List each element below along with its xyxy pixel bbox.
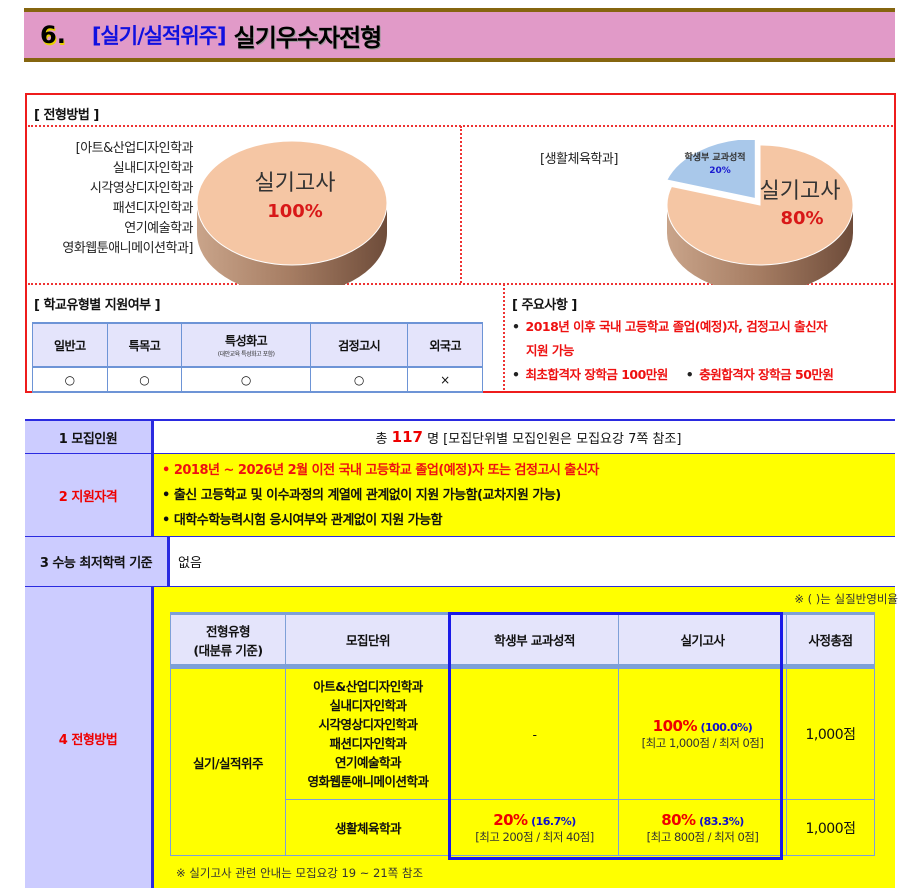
header-total: 사정총점 [786, 612, 875, 669]
department: 패션디자인학과 [112, 201, 194, 216]
department: 연기예술학과 [124, 221, 193, 236]
method-label: 4 전형방법 [25, 587, 154, 888]
notice-item: • 최초합격자 장학금 100만원 • 충원합격자 장학금 50만원 [512, 367, 834, 382]
recruit-units: 아트&산업디자인학과 실내디자인학과 시각영상디자인학과 패션디자인학과 연기예… [285, 666, 451, 800]
pie-value: 100% [267, 201, 323, 222]
school-type-table: 일반고 특목고 특성화고 (대안교육 특성화고 포함) 검정고시 외국고 ○ ○ … [32, 322, 483, 393]
school-type-header: 검정고시 [309, 322, 409, 368]
qualification-line: • 출신 고등학교 및 이수과정의 계열에 관계없이 지원 가능함(교차지원 가… [162, 487, 561, 503]
pie-label: 실기고사 [255, 171, 336, 196]
pie-slice [666, 140, 756, 200]
eligibility-mark: ○ [181, 366, 311, 393]
row-csat: 3 수능 최저학력 기준 없음 [25, 537, 895, 587]
pie-chart-left: 실기고사 100% [196, 140, 388, 285]
notices-list: • 2018년 이후 국내 고등학교 졸업(예정)자, 검정고시 출신자 지원 가… [512, 315, 892, 387]
department: 시각영상디자인학과 [89, 181, 194, 196]
header-practical: 실기고사 [618, 612, 787, 669]
pie-side [667, 205, 853, 285]
total-score: 1,000점 [786, 666, 875, 800]
footnote: ※ 실기고사 관련 안내는 모집요강 19 ~ 21쪽 참조 [176, 866, 424, 880]
ratio-note: ※ ( )는 실질반영비율 [794, 592, 898, 606]
csat-value: 없음 [178, 556, 202, 571]
divider [28, 283, 893, 285]
school-record-score: - [450, 666, 619, 800]
section-number: 6. [40, 21, 66, 49]
header-school-record: 학생부 교과성적 [450, 612, 619, 669]
school-type-header: 특성화고 (대안교육 특성화고 포함) [181, 322, 311, 368]
method-label: [ 전형방법 ] [34, 108, 99, 123]
department-list-right: [생활체육학과] [540, 150, 618, 170]
department: 영화웹툰애니메이션학과] [62, 241, 193, 256]
divider [460, 126, 462, 283]
header-type: 전형유형 (대분류 기준) [170, 612, 286, 669]
practical-score: 80% (83.3%) [최고 800점 / 최저 0점] [618, 799, 787, 856]
department-list-left: [아트&산업디자인학과 실내디자인학과 시각영상디자인학과 패션디자인학과 연기… [62, 139, 193, 259]
recruit-count: 117 [391, 428, 423, 446]
eligibility-mark: ○ [309, 366, 409, 393]
pie-side [197, 203, 387, 285]
pie-label: 실기고사 [760, 179, 841, 204]
eligibility-mark: × [407, 366, 483, 393]
admission-type: 실기/실적위주 [170, 666, 286, 856]
school-type-header: 일반고 [32, 322, 108, 368]
divider [503, 284, 505, 390]
practical-score: 100% (100.0%) [최고 1,000점 / 최저 0점] [618, 666, 787, 800]
eligibility-mark: ○ [106, 366, 183, 393]
section-title-bar: 6. [실기/실적위주] 실기우수자전형 [24, 8, 895, 62]
recruit-label: 1 모집인원 [25, 421, 154, 453]
recruit-value: 총 117 명 [모집단위별 모집인원은 모집요강 7쪽 참조] [375, 428, 682, 447]
highlight-frame [448, 612, 783, 860]
score-table: 전형유형 (대분류 기준) 모집단위 학생부 교과성적 실기고사 사정총점 실기… [170, 612, 875, 856]
section-category: [실기/실적위주] [91, 24, 227, 48]
school-type-note: (대안교육 특성화고 포함) [217, 351, 275, 358]
eligibility-mark: ○ [32, 366, 108, 393]
department: [생활체육학과] [540, 152, 618, 167]
method-summary-box [25, 93, 896, 393]
total-score: 1,000점 [786, 799, 875, 856]
row-qualification: 2 지원자격 • 2018년 ~ 2026년 2월 이전 국내 고등학교 졸업(… [25, 454, 895, 537]
school-type-header: 외국고 [407, 322, 483, 368]
row-recruit: 1 모집인원 총 117 명 [모집단위별 모집인원은 모집요강 7쪽 참조] [25, 421, 895, 454]
qualification-line: • 2018년 ~ 2026년 2월 이전 국내 고등학교 졸업(예정)자 또는… [162, 462, 599, 478]
pie-slice [666, 144, 854, 266]
school-type-label: [ 학교유형별 지원여부 ] [34, 298, 161, 313]
csat-label: 3 수능 최저학력 기준 [25, 537, 170, 586]
pie-value: 20% [709, 166, 731, 176]
school-type-header: 특목고 [106, 322, 183, 368]
qualification-label: 2 지원자격 [25, 454, 154, 536]
notices-label: [ 주요사항 ] [512, 298, 577, 313]
header-unit: 모집단위 [285, 612, 451, 669]
recruit-units: 생활체육학과 [285, 799, 451, 856]
pie-slice [196, 140, 388, 266]
department: 실내디자인학과 [112, 161, 194, 176]
pie-label: 학생부 교과성적 [684, 151, 745, 163]
notice-item: 지원 가능 [526, 343, 574, 358]
pie-chart-right: 학생부 교과성적 20% 실기고사 80% [666, 140, 854, 285]
qualification-line: • 대학수학능력시험 응시여부와 관계없이 지원 가능함 [162, 512, 443, 528]
qualification-value: • 2018년 ~ 2026년 2월 이전 국내 고등학교 졸업(예정)자 또는… [154, 454, 895, 536]
department: [아트&산업디자인학과 [75, 141, 194, 156]
pie-value: 80% [780, 208, 823, 229]
notice-item: • 2018년 이후 국내 고등학교 졸업(예정)자, 검정고시 출신자 [512, 319, 828, 334]
section-title: 실기우수자전형 [233, 23, 383, 52]
